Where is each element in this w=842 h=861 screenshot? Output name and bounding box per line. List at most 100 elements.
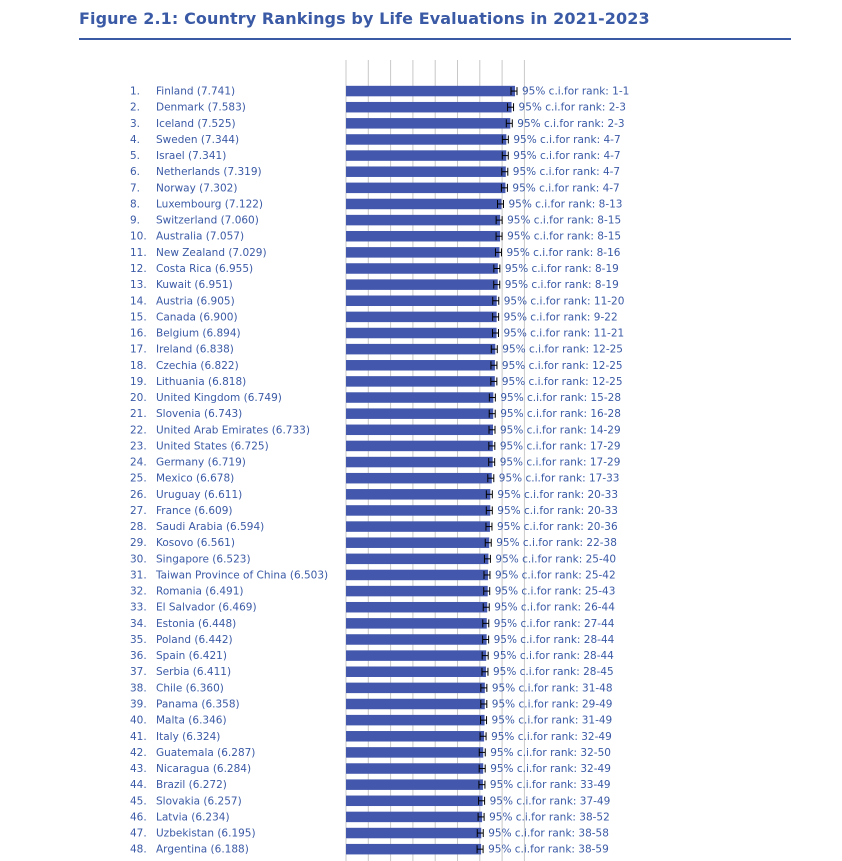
rank-label: 32. <box>130 586 147 598</box>
ci-label: 95% c.i.for rank: 2-3 <box>519 102 626 114</box>
country-label: United Kingdom (6.749) <box>156 392 282 404</box>
bar <box>346 198 502 210</box>
ci-label: 95% c.i.for rank: 38-52 <box>489 811 610 823</box>
ci-label: 95% c.i.for rank: 8-15 <box>507 215 621 227</box>
rank-label: 36. <box>130 650 147 662</box>
rank-label: 28. <box>130 521 147 533</box>
rank-label: 12. <box>130 263 147 275</box>
rank-label: 35. <box>130 634 147 646</box>
ci-label: 95% c.i.for rank: 32-49 <box>490 763 611 775</box>
ci-label: 95% c.i.for rank: 37-49 <box>490 795 611 807</box>
ci-label: 95% c.i.for rank: 29-49 <box>492 699 613 711</box>
rank-label: 3. <box>130 118 140 130</box>
country-label: Uzbekistan (6.195) <box>156 828 256 840</box>
rank-label: 31. <box>130 569 147 581</box>
bar <box>346 843 482 855</box>
country-label: Panama (6.358) <box>156 699 240 711</box>
bar <box>346 150 507 161</box>
country-label: Finland (7.741) <box>156 86 235 98</box>
country-label: Switzerland (7.060) <box>156 215 259 227</box>
rank-label: 25. <box>130 473 147 485</box>
rank-label: 34. <box>130 618 147 630</box>
bar <box>346 101 512 113</box>
rank-label: 2. <box>130 102 140 114</box>
bar <box>346 650 487 661</box>
ci-label: 95% c.i.for rank: 8-19 <box>505 263 619 275</box>
ci-label: 95% c.i.for rank: 8-15 <box>507 231 621 243</box>
ci-label: 95% c.i.for rank: 33-49 <box>490 779 611 791</box>
country-label: Estonia (6.448) <box>156 618 236 630</box>
ci-label: 95% c.i.for rank: 11-20 <box>504 295 625 307</box>
country-label: Czechia (6.822) <box>156 360 239 372</box>
country-label: Brazil (6.272) <box>156 779 227 791</box>
bar <box>346 456 493 468</box>
country-label: Latvia (6.234) <box>156 811 230 823</box>
ci-label: 95% c.i.for rank: 20-36 <box>497 521 618 533</box>
country-label: Nicaragua (6.284) <box>156 763 251 775</box>
country-label: Uruguay (6.611) <box>156 489 242 501</box>
rank-label: 4. <box>130 134 140 146</box>
ci-label: 95% c.i.for rank: 14-29 <box>500 424 621 436</box>
rank-label: 33. <box>130 602 147 614</box>
bar <box>346 230 501 242</box>
bar <box>346 714 485 726</box>
country-label: Romania (6.491) <box>156 586 244 598</box>
country-label: Iceland (7.525) <box>156 118 236 130</box>
rank-label: 21. <box>130 408 147 420</box>
country-label: Australia (7.057) <box>156 231 244 243</box>
ci-label: 95% c.i.for rank: 12-25 <box>502 360 623 372</box>
bar <box>346 214 501 226</box>
bar <box>346 585 488 597</box>
ci-label: 95% c.i.for rank: 15-28 <box>500 392 621 404</box>
rank-label: 19. <box>130 376 147 388</box>
country-label: Spain (6.421) <box>156 650 227 662</box>
country-label: Slovenia (6.743) <box>156 408 242 420</box>
country-label: Austria (6.905) <box>156 295 235 307</box>
bar <box>346 247 500 258</box>
ci-label: 95% c.i.for rank: 25-42 <box>495 569 616 581</box>
ci-label: 95% c.i.for rank: 4-7 <box>513 134 620 146</box>
rank-label: 1. <box>130 86 140 98</box>
rank-label: 27. <box>130 505 147 517</box>
ci-label: 95% c.i.for rank: 20-33 <box>497 489 618 501</box>
bar <box>346 521 490 532</box>
rank-label: 47. <box>130 828 147 840</box>
ci-label: 95% c.i.for rank: 4-7 <box>513 150 620 162</box>
ci-label: 95% c.i.for rank: 32-49 <box>491 731 612 743</box>
rank-label: 6. <box>130 166 140 178</box>
country-label: Slovakia (6.257) <box>156 795 242 807</box>
rank-label: 16. <box>130 328 147 340</box>
bar <box>346 537 490 548</box>
ci-label: 95% c.i.for rank: 2-3 <box>517 118 624 130</box>
country-label: Mexico (6.678) <box>156 473 234 485</box>
country-label: Saudi Arabia (6.594) <box>156 521 264 533</box>
ci-label: 95% c.i.for rank: 8-16 <box>506 247 620 259</box>
country-label: Chile (6.360) <box>156 682 224 694</box>
ci-label: 95% c.i.for rank: 20-33 <box>497 505 618 517</box>
ci-label: 95% c.i.for rank: 26-44 <box>494 602 615 614</box>
ci-label: 95% c.i.for rank: 12-25 <box>502 376 623 388</box>
country-label: Taiwan Province of China (6.503) <box>155 569 328 581</box>
ci-label: 95% c.i.for rank: 4-7 <box>512 182 619 194</box>
bar <box>346 747 484 758</box>
bar <box>346 779 483 790</box>
bar <box>346 166 506 177</box>
ci-label: 95% c.i.for rank: 38-59 <box>488 844 609 856</box>
ci-label: 95% c.i.for rank: 28-44 <box>493 650 614 662</box>
figure-title: Figure 2.1: Country Rankings by Life Eva… <box>79 9 650 28</box>
rank-label: 7. <box>130 182 140 194</box>
rank-label: 39. <box>130 699 147 711</box>
bar <box>346 601 488 613</box>
ci-label: 95% c.i.for rank: 16-28 <box>500 408 621 420</box>
country-label: New Zealand (7.029) <box>156 247 267 259</box>
rank-label: 29. <box>130 537 147 549</box>
rank-label: 40. <box>130 715 147 727</box>
bar <box>346 698 485 710</box>
country-label: Italy (6.324) <box>156 731 220 743</box>
bar <box>346 472 492 484</box>
bar <box>346 360 495 371</box>
ci-label: 95% c.i.for rank: 25-43 <box>495 586 616 598</box>
rank-label: 5. <box>130 150 140 162</box>
country-label: United States (6.725) <box>156 440 269 452</box>
ci-label: 95% c.i.for rank: 32-50 <box>490 747 611 759</box>
